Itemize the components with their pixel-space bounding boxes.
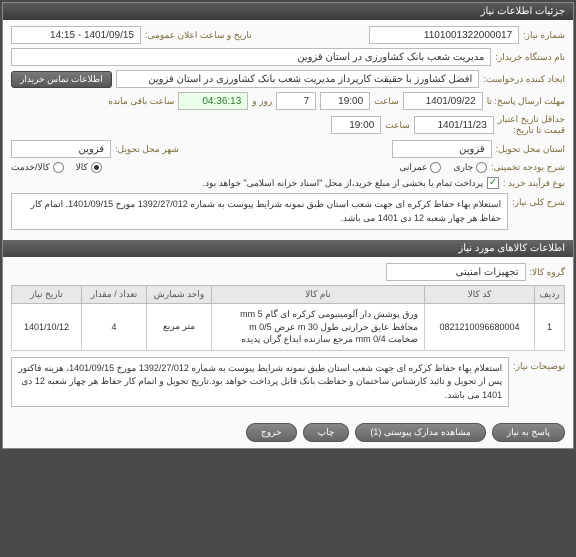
panel-title: جزئیات اطلاعات نیاز: [3, 3, 573, 20]
cell-unit: متر مربع: [147, 304, 212, 351]
cell-date: 1401/10/12: [12, 304, 82, 351]
notes-label: توضیحات نیاز:: [513, 357, 565, 372]
reply-button[interactable]: پاسخ به نیاز: [492, 423, 565, 442]
desc-label: شرح کلی نیاز:: [512, 193, 565, 208]
type-radios: کالا کالا/خدمت: [11, 162, 102, 173]
deadline-label: مهلت ارسال پاسخ: تا: [487, 96, 565, 107]
deadline-date: 1401/09/22: [403, 92, 483, 110]
buyer-label: نام دستگاه خریدار:: [495, 52, 565, 63]
exit-button[interactable]: خروج: [246, 423, 297, 442]
th-row: ردیف: [535, 286, 565, 304]
validity-date: 1401/11/23: [414, 116, 494, 134]
th-date: تاریخ نیاز: [12, 286, 82, 304]
city-label: شهر محل تحویل:: [115, 144, 179, 155]
payment-label: پرداخت تمام یا بخشی از مبلغ خرید،از محل …: [203, 178, 483, 189]
th-qty: تعداد / مقدار: [82, 286, 147, 304]
notes-text: استعلام بهاء حفاظ کرکره ای جهت شعب استان…: [11, 357, 509, 408]
contact-buyer-button[interactable]: اطلاعات تماس خریدار: [11, 71, 112, 88]
cell-row: 1: [535, 304, 565, 351]
announce-label: تاریخ و ساعت اعلان عمومی:: [145, 30, 252, 41]
main-panel: جزئیات اطلاعات نیاز شماره نیاز: 11010013…: [2, 2, 574, 449]
validity-time: 19:00: [331, 116, 381, 134]
process-label: نوع فرآیند خرید :: [503, 178, 565, 189]
th-code: کد کالا: [425, 286, 535, 304]
deadline-time-label: ساعت: [374, 96, 399, 107]
radio-kala[interactable]: کالا: [76, 162, 102, 173]
bottom-bar: پاسخ به نیاز مشاهده مدارک پیوستی (1) چاپ…: [3, 417, 573, 448]
requester-label: ایجاد کننده درخواست:: [483, 74, 565, 85]
validity-time-label: ساعت: [385, 120, 410, 131]
desc-text: استعلام بهاء حفاظ کرکره ای جهت شعب استان…: [11, 193, 508, 230]
budget-label: شرح بودجه تخمینی:: [491, 162, 565, 173]
items-section-header: اطلاعات کالاهای مورد نیاز: [3, 240, 573, 257]
deadline-days-label: روز و: [252, 96, 272, 107]
cell-qty: 4: [82, 304, 147, 351]
deadline-time: 19:00: [320, 92, 370, 110]
docs-button[interactable]: مشاهده مدارک پیوستی (1): [355, 423, 485, 442]
radio-service[interactable]: کالا/خدمت: [11, 162, 64, 173]
cell-code: 0821210096680004: [425, 304, 535, 351]
buyer-value: مدیریت شعب بانک کشاورزی در استان قزوین: [11, 48, 491, 66]
th-unit: واحد شمارش: [147, 286, 212, 304]
validity-label1: حداقل تاریخ اعتبار: [498, 114, 565, 125]
cell-name: ورق پوشش دار آلومینیومی کرکره ای گام mm …: [212, 304, 425, 351]
th-name: نام کالا: [212, 286, 425, 304]
radio-service-label: کالا/خدمت: [11, 162, 50, 173]
form-area: شماره نیاز: 1101001322000017 تاریخ و ساع…: [3, 20, 573, 240]
table-row: 1 0821210096680004 ورق پوشش دار آلومینیو…: [12, 304, 565, 351]
validity-label2: قیمت تا تاریخ:: [498, 125, 565, 136]
radio-kala-label: کالا: [76, 162, 88, 173]
deadline-remaining: 04:36:13: [178, 92, 248, 110]
payment-checkbox[interactable]: ✓: [487, 177, 499, 189]
need-number-label: شماره نیاز:: [523, 30, 565, 41]
radio-jari-label: جاری: [453, 162, 473, 173]
radio-omrani-label: عمرانی: [399, 162, 427, 173]
announce-value: 1401/09/15 - 14:15: [11, 26, 141, 44]
print-button[interactable]: چاپ: [303, 423, 350, 442]
need-number-value: 1101001322000017: [369, 26, 519, 44]
requester-value: افضل کشاورز با حقیقت کارپرداز مدیریت شعب…: [116, 70, 480, 88]
province-value: قزوین: [392, 140, 492, 158]
province-label: استان محل تحویل:: [496, 144, 565, 155]
radio-jari[interactable]: جاری: [453, 162, 487, 173]
city-value: قزوین: [11, 140, 111, 158]
radio-omrani[interactable]: عمرانی: [399, 162, 441, 173]
budget-radios: جاری عمرانی: [399, 162, 487, 173]
items-table: ردیف کد کالا نام کالا واحد شمارش تعداد /…: [11, 285, 565, 351]
deadline-remaining-label: ساعت باقی مانده: [108, 96, 174, 107]
group-value: تجهیزات امنیتی: [386, 263, 526, 281]
group-label: گروه کالا:: [530, 267, 565, 278]
deadline-days: 7: [276, 92, 316, 110]
